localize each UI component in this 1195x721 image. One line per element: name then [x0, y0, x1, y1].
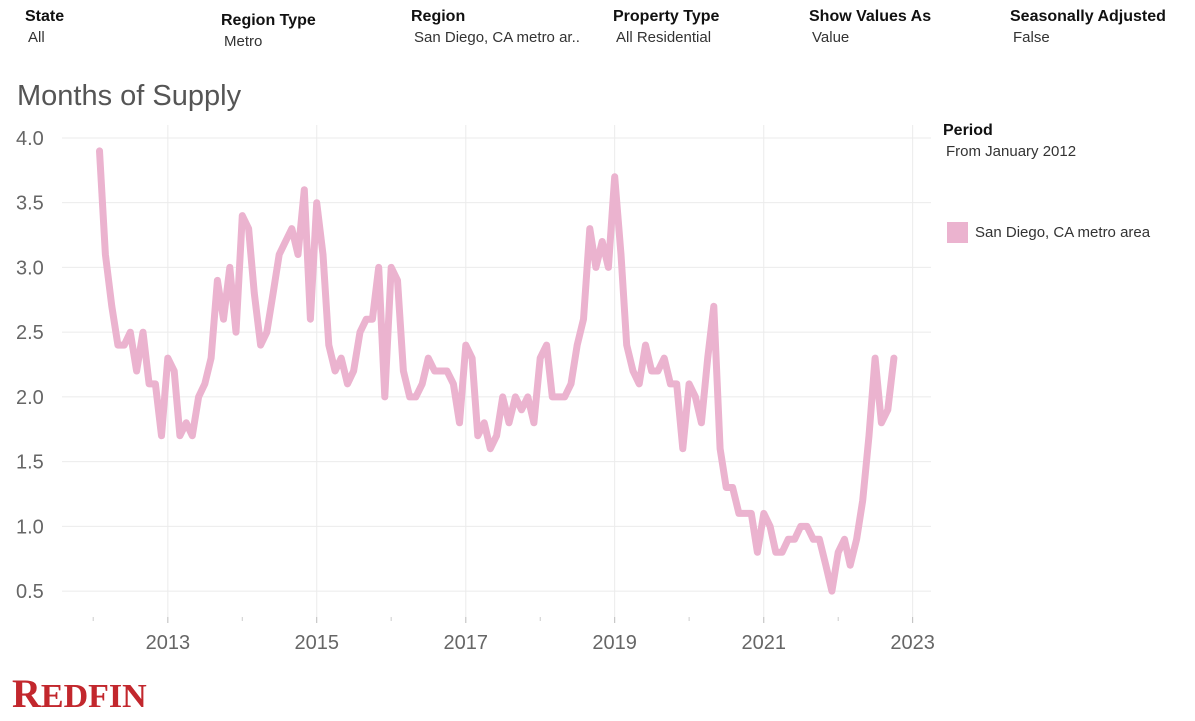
series-line-0	[96, 147, 898, 595]
x-tick-label: 2015	[294, 632, 339, 654]
y-tick-label: 4.0	[16, 128, 44, 150]
filter-state[interactable]: State All	[25, 8, 64, 46]
y-tick-label: 2.5	[16, 322, 44, 344]
y-tick-label: 2.0	[16, 387, 44, 409]
y-tick-label: 1.0	[16, 516, 44, 538]
redfin-logo: REDFIN	[12, 670, 147, 721]
filter-property-type-value[interactable]: All Residential	[616, 29, 712, 46]
y-tick-label: 1.5	[16, 452, 44, 474]
filter-region-label: Region	[411, 8, 466, 25]
filter-state-value[interactable]: All	[28, 29, 45, 46]
filter-property-type-label: Property Type	[613, 8, 720, 25]
x-tick-label: 2023	[890, 632, 935, 654]
logo-letter-r: R	[12, 671, 41, 716]
filter-show-values-as-label: Show Values As	[809, 8, 932, 25]
x-tick-label: 2013	[146, 632, 191, 654]
filter-region-value[interactable]: San Diego, CA metro ar..	[414, 29, 580, 46]
chart-title: Months of Supply	[17, 80, 242, 112]
filter-show-values-as[interactable]: Show Values As Value	[809, 8, 931, 46]
period-value[interactable]: From January 2012	[946, 143, 1077, 160]
y-tick-label: 0.5	[16, 581, 44, 603]
period-label: Period	[943, 122, 993, 139]
period-filter[interactable]: Period From January 2012	[943, 122, 1076, 160]
x-tick-label: 2019	[592, 632, 637, 654]
filter-region-type-label: Region Type	[221, 12, 316, 29]
filter-state-label: State	[25, 8, 65, 25]
filter-show-values-as-value[interactable]: Value	[812, 29, 850, 46]
filter-seasonally-adjusted-label: Seasonally Adjusted	[1010, 8, 1166, 25]
legend-swatch	[947, 222, 968, 243]
filter-region[interactable]: Region San Diego, CA metro ar..	[411, 8, 580, 46]
y-tick-label: 3.0	[16, 257, 44, 279]
legend: San Diego, CA metro area	[947, 222, 1150, 243]
filter-region-type-value[interactable]: Metro	[224, 33, 263, 50]
filter-region-type[interactable]: Region Type Metro	[221, 12, 316, 50]
filter-seasonally-adjusted[interactable]: Seasonally Adjusted False	[1010, 8, 1166, 46]
legend-label: San Diego, CA metro area	[975, 224, 1151, 241]
filter-property-type[interactable]: Property Type All Residential	[613, 8, 719, 46]
x-tick-label: 2017	[444, 632, 489, 654]
y-tick-label: 3.5	[16, 193, 44, 215]
logo-letters-edfin: EDFIN	[40, 678, 147, 715]
x-tick-label: 2021	[742, 632, 787, 654]
filter-seasonally-adjusted-value[interactable]: False	[1013, 29, 1050, 46]
